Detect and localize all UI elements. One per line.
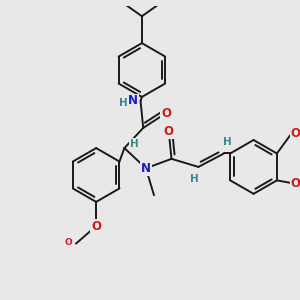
Text: O: O (91, 220, 101, 232)
Text: O: O (290, 127, 300, 140)
Text: O: O (64, 238, 72, 247)
Text: H: H (119, 98, 128, 108)
Text: H: H (130, 139, 138, 149)
Text: N: N (128, 94, 138, 107)
Text: O: O (290, 177, 300, 190)
Text: H: H (224, 137, 232, 147)
Text: H: H (190, 174, 199, 184)
Text: O: O (161, 106, 171, 120)
Text: O: O (164, 125, 174, 138)
Text: N: N (141, 162, 151, 175)
